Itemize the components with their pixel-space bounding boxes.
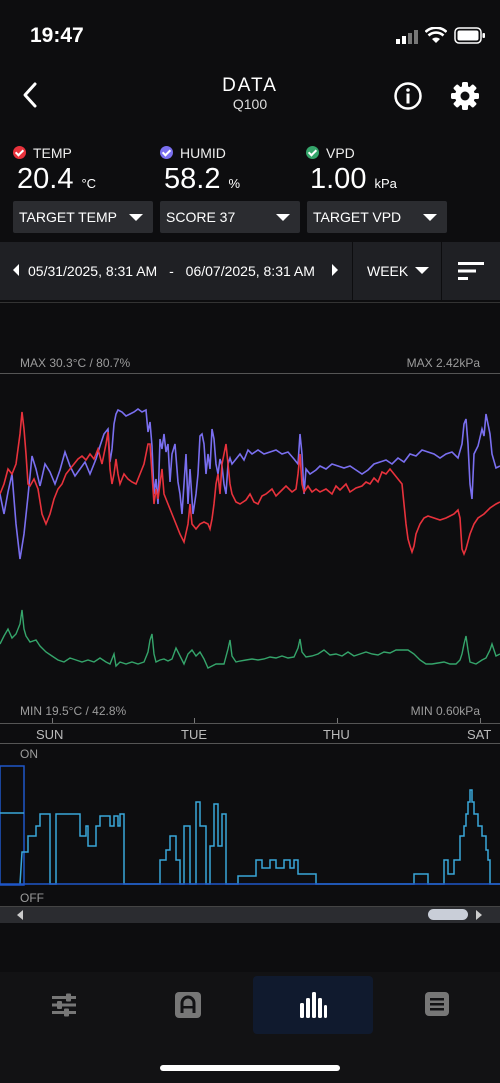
day-label-sun: SUN: [36, 727, 64, 742]
info-icon: [394, 82, 422, 110]
bottom-nav: [0, 972, 500, 1083]
nav-data-tab[interactable]: [253, 976, 373, 1034]
humid-value: 58.2: [164, 163, 221, 195]
chart-min-right: MIN 0.60kPa: [410, 704, 480, 718]
vpd-label: VPD: [326, 145, 355, 161]
score-label: SCORE 37: [166, 209, 236, 225]
target-temp-label: TARGET TEMP: [19, 209, 118, 225]
next-range-button[interactable]: [330, 263, 340, 282]
chart-max-left: MAX 30.3°C / 80.7%: [20, 356, 131, 370]
scroll-left-icon[interactable]: [15, 910, 25, 920]
temp-value: 20.4: [17, 163, 74, 195]
humid-series-line: [0, 408, 500, 560]
humid-reading: HUMID 58.2%: [160, 145, 240, 196]
check-icon: [13, 146, 26, 159]
device-state-line: [19, 789, 500, 885]
date-separator: -: [169, 263, 174, 279]
score-dropdown[interactable]: SCORE 37: [160, 201, 300, 233]
list-icon: [425, 992, 449, 1016]
chevron-left-icon: [23, 82, 37, 108]
vpd-reading: VPD 1.00 kPa: [306, 145, 397, 196]
controller-icon: [175, 992, 201, 1018]
check-icon: [160, 146, 173, 159]
caret-down-icon: [423, 214, 437, 221]
sort-button[interactable]: [441, 242, 500, 300]
temp-label: TEMP: [33, 145, 72, 161]
scrollbar-thumb[interactable]: [428, 909, 468, 920]
chart-bars-icon: [300, 992, 327, 1018]
range-select[interactable]: WEEK: [352, 242, 441, 300]
day-tick: [52, 718, 53, 723]
vpd-value: 1.00: [310, 163, 367, 195]
temp-series-line: [0, 411, 500, 557]
day-label-sat: SAT: [467, 727, 492, 742]
day-label-tue: TUE: [181, 727, 207, 742]
nav-menu-tab[interactable]: [378, 976, 498, 1034]
caret-down-icon: [415, 267, 429, 274]
info-button[interactable]: [393, 81, 423, 111]
target-temp-dropdown[interactable]: TARGET TEMP: [13, 201, 153, 233]
caret-down-icon: [276, 214, 290, 221]
date-end: 06/07/2025, 8:31 AM: [185, 263, 315, 279]
temp-reading: TEMP 20.4 °C: [13, 145, 96, 196]
triangle-left-icon: [13, 264, 19, 276]
device-bar-segment: [0, 765, 25, 886]
scroll-right-icon[interactable]: [474, 910, 484, 920]
vpd-series-line: [0, 609, 500, 669]
settings-button[interactable]: [449, 80, 481, 112]
device-on-label: ON: [20, 747, 38, 761]
previous-range-button[interactable]: [11, 263, 21, 282]
triangle-right-icon: [332, 264, 338, 276]
sort-icon: [458, 262, 484, 280]
humid-label: HUMID: [180, 145, 226, 161]
battery-icon: [454, 27, 486, 49]
target-vpd-label: TARGET VPD: [313, 209, 402, 225]
temp-unit: °C: [81, 176, 97, 191]
range-select-label: WEEK: [367, 263, 409, 279]
cellular-signal-icon: [396, 30, 418, 49]
chart-max-right: MAX 2.42kPa: [406, 356, 480, 370]
day-tick: [194, 718, 195, 723]
caret-down-icon: [129, 214, 143, 221]
back-button[interactable]: [14, 78, 48, 112]
device-state-chart: [0, 765, 500, 886]
vpd-unit: kPa: [374, 176, 397, 191]
header-bar: [0, 60, 500, 126]
home-indicator: [160, 1065, 340, 1071]
date-range[interactable]: 05/31/2025, 8:31 AM - 06/07/2025, 8:31 A…: [28, 263, 315, 279]
day-tick: [337, 718, 338, 723]
chart-min-line: [0, 723, 500, 724]
chart-top-divider: [0, 302, 500, 303]
device-name: Q100: [232, 96, 268, 112]
wifi-icon: [424, 26, 448, 49]
target-vpd-dropdown[interactable]: TARGET VPD: [307, 201, 447, 233]
nav-controls-tab[interactable]: [3, 976, 123, 1034]
date-start: 05/31/2025, 8:31 AM: [28, 263, 158, 279]
check-icon: [306, 146, 319, 159]
sensor-line-chart: [0, 408, 500, 669]
page-title: DATA: [222, 75, 278, 96]
device-chart-divider: [0, 743, 500, 744]
humid-unit: %: [228, 176, 241, 191]
nav-controller-tab[interactable]: [128, 976, 248, 1034]
day-tick: [480, 718, 481, 723]
chart-min-left: MIN 19.5°C / 42.8%: [20, 704, 127, 718]
sliders-icon: [52, 993, 76, 1017]
device-off-label: OFF: [20, 891, 44, 905]
chart-max-line: [0, 373, 500, 374]
day-label-thu: THU: [323, 727, 350, 742]
status-time: 19:47: [30, 24, 84, 47]
chart-scrollbar[interactable]: [0, 906, 500, 923]
gear-icon: [451, 82, 479, 110]
